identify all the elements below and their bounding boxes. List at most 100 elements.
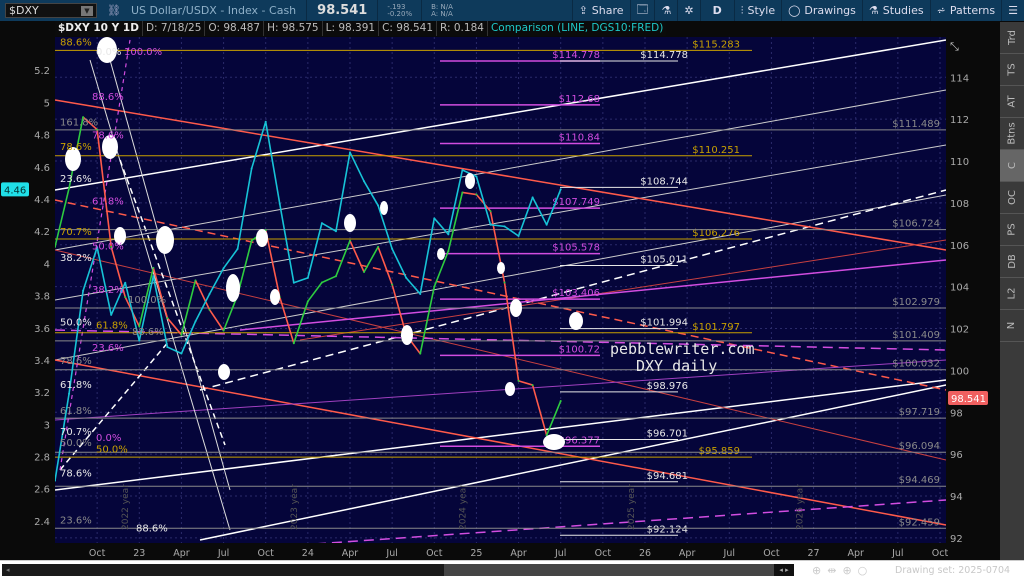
drawing-set-label[interactable]: Drawing set: 2025-0704: [895, 565, 1011, 576]
settings-button[interactable]: ✲: [677, 0, 699, 21]
share-button[interactable]: ⇪ Share: [571, 0, 630, 21]
menu-button[interactable]: ☰: [1001, 0, 1024, 21]
dgs10-point: [68, 392, 71, 395]
candle-icon: ⫶: [740, 3, 744, 17]
pan-icon[interactable]: ⇹: [827, 564, 837, 577]
right-tick-label: 98: [950, 408, 963, 419]
dgs10-point: [124, 281, 127, 284]
side-tab-label: Btns: [1006, 122, 1018, 145]
ellipse-marker: [270, 289, 280, 305]
dgs10-point: [433, 217, 436, 220]
ellipse-marker: [226, 274, 240, 302]
dxy-point: [96, 128, 99, 131]
x-tick-label: Oct: [257, 548, 274, 559]
x-tick-label: Oct: [595, 548, 612, 559]
ellipse-marker: [380, 201, 388, 215]
symbol-selector[interactable]: $DXY ▼: [5, 3, 97, 18]
year-marker: 2023 year: [290, 484, 300, 530]
price-level-label: $108.744: [640, 176, 688, 187]
dgs10-point: [503, 225, 506, 228]
current-price-label: 98.541: [951, 394, 986, 405]
x-tick-label: 24: [302, 548, 314, 559]
ellipse-marker: [156, 226, 174, 254]
alert-button[interactable]: 🗔: [629, 0, 655, 21]
x-axis: [0, 543, 1000, 560]
dgs10-point: [166, 346, 169, 349]
side-tab-db[interactable]: DB: [1000, 246, 1024, 278]
dgs10-point: [208, 292, 211, 295]
side-tab-c[interactable]: C: [1000, 150, 1024, 182]
net-change: -.193: [387, 2, 406, 11]
x-tick-label: 26: [639, 548, 651, 559]
ellipse-marker: [497, 262, 505, 274]
side-tab-oc[interactable]: OC: [1000, 182, 1024, 214]
x-tick-label: Apr: [847, 548, 864, 559]
dxy-segment: [194, 280, 211, 311]
circle-icon[interactable]: ○: [857, 564, 868, 577]
dgs10-segment: [194, 293, 211, 322]
last-price: 98.541: [317, 3, 368, 18]
side-tab-at[interactable]: AT: [1000, 86, 1024, 118]
zoom-icon[interactable]: ⊕: [812, 564, 822, 577]
ellipse-marker: [97, 37, 117, 63]
crosshair-icon[interactable]: ⊕: [842, 564, 852, 577]
price-level-label: $97.719: [899, 407, 940, 418]
link-icon[interactable]: ⛓: [107, 4, 121, 17]
dgs10-segment: [124, 282, 141, 341]
dxy-point: [475, 193, 478, 196]
ellipse-marker: [256, 229, 268, 247]
scroll-left-icon: ◂: [6, 566, 10, 574]
timeframe-button[interactable]: D: [699, 0, 734, 21]
dgs10-point: [489, 223, 492, 226]
flask-button[interactable]: ⚗: [654, 0, 677, 21]
side-tab-l2[interactable]: L2: [1000, 278, 1024, 310]
zoom-toggle-icon[interactable]: ⤡: [950, 40, 959, 53]
chevron-down-icon[interactable]: ▼: [81, 5, 93, 16]
right-tick-label: 108: [950, 199, 969, 210]
dxy-segment: [96, 129, 112, 247]
left-tick-label: 3.4: [34, 356, 50, 367]
chart-title: $DXY 10 Y 1D: [55, 21, 143, 36]
fib-labels: 88.6%0.0% 100.0%88.6%161.8%78.6%78.6%23.6…: [60, 37, 168, 534]
bar-open: O: 98.487: [205, 21, 265, 36]
side-tab-n[interactable]: N: [1000, 310, 1024, 342]
dxy-point: [82, 116, 85, 119]
fib-label: 88.6%: [132, 327, 164, 338]
price-level-label: $100.72: [559, 344, 600, 355]
dxy-segment: [349, 240, 365, 273]
left-tick-label: 3.8: [34, 292, 50, 303]
flask-icon: ⚗: [661, 4, 672, 17]
scroll-arrows-icon[interactable]: ◂ ▸: [774, 564, 794, 576]
trendline: [54, 89, 947, 251]
fib-label: 23.6%: [92, 343, 124, 354]
dgs10-segment: [222, 248, 239, 269]
side-tabs: Trd TS AT Btns C OC PS DB L2 N: [1000, 22, 1024, 560]
right-tick-label: 112: [950, 115, 969, 126]
horizontal-scrollbar[interactable]: ◂ ◂ ▸: [2, 564, 794, 576]
side-tab-ps[interactable]: PS: [1000, 214, 1024, 246]
fib-label: 70.7%: [60, 227, 92, 238]
side-tab-ts[interactable]: TS: [1000, 54, 1024, 86]
studies-button[interactable]: ⚗ Studies: [861, 0, 930, 21]
patterns-label: Patterns: [949, 4, 996, 17]
drawings-button[interactable]: ◯ Drawings: [781, 0, 862, 21]
style-button[interactable]: ⫶ Style: [733, 0, 781, 21]
symbol-description: US Dollar/USDX - Index - Cash: [130, 4, 297, 17]
dgs10-segment: [419, 218, 436, 295]
right-tick-label: 100: [950, 366, 969, 377]
toolbar-divider: [306, 0, 308, 21]
dxy-point: [250, 239, 253, 242]
side-tab-btns[interactable]: Btns: [1000, 118, 1024, 150]
scrollbar-thumb[interactable]: [444, 564, 774, 576]
price-level-label: $94.681: [647, 471, 688, 482]
price-chart[interactable]: $114.778 $112.68 $110.84 $107.749 $105.578 $1…: [0, 36, 1000, 560]
dgs10-point: [377, 204, 380, 207]
dgs10-point: [447, 233, 450, 236]
side-tab-trd[interactable]: Trd: [1000, 22, 1024, 54]
trendline: [199, 189, 947, 391]
right-tick-label: 106: [950, 241, 969, 252]
year-marker: 2024 year: [458, 484, 468, 530]
patterns-button[interactable]: ⩫ Patterns: [929, 0, 1002, 21]
dgs10-segment: [167, 346, 182, 355]
bar-range: R: 0.184: [437, 21, 488, 36]
